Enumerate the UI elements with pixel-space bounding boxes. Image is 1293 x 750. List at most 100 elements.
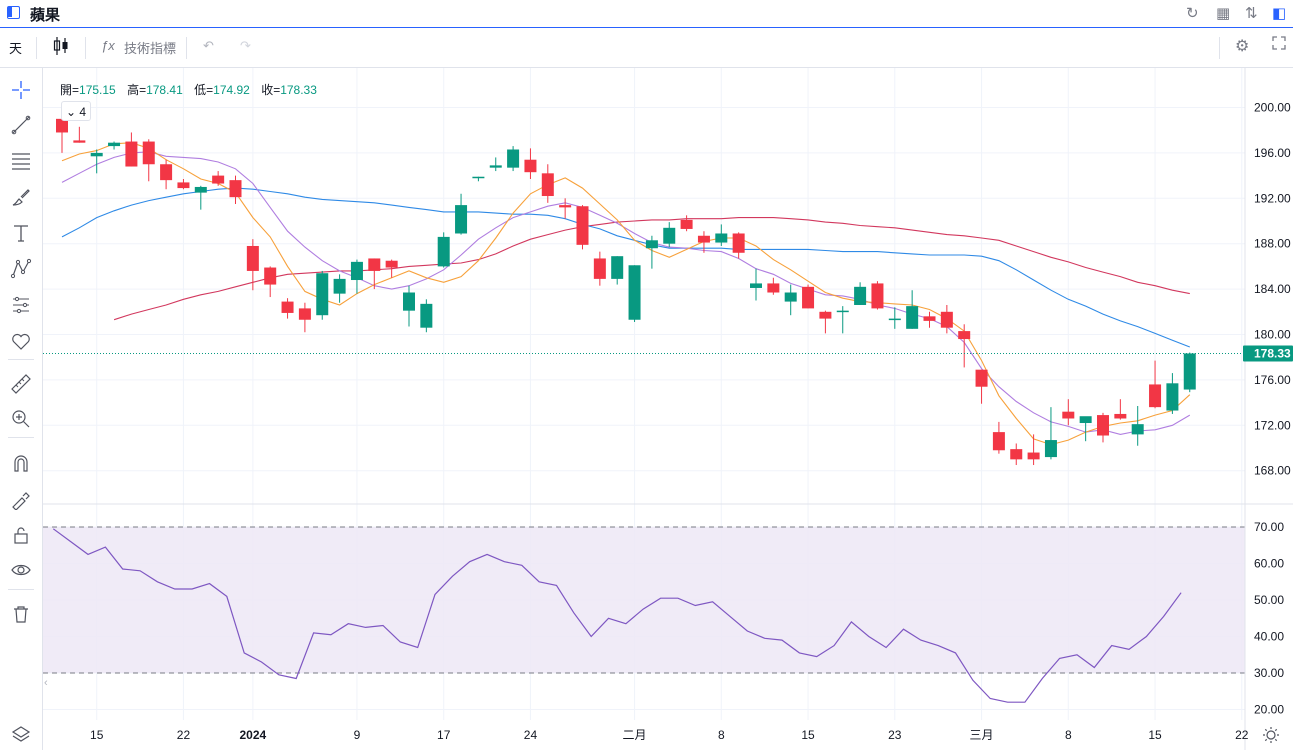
candle: [888, 307, 901, 329]
candle-body: [1079, 416, 1092, 424]
candle: [1079, 416, 1092, 442]
candle-body: [524, 159, 537, 173]
candle: [767, 277, 780, 295]
toolbar-divider: [1219, 37, 1220, 59]
candle: [350, 259, 363, 294]
candle-body: [888, 318, 901, 321]
candle: [1114, 399, 1127, 420]
settings-sun-icon[interactable]: [1263, 727, 1279, 743]
candlestick-type-icon[interactable]: [52, 35, 70, 60]
trash-icon[interactable]: [10, 603, 32, 625]
toolbar-divider: [8, 437, 34, 438]
candle-body: [628, 265, 641, 320]
eye-icon[interactable]: [10, 559, 32, 581]
candle: [1131, 406, 1144, 446]
panel-toggle-icon[interactable]: ◧: [1272, 5, 1287, 22]
interval-button[interactable]: 天: [9, 41, 23, 56]
time-tick-label: 8: [1065, 728, 1072, 742]
close-label: 收=: [261, 83, 281, 97]
title-bar: 蘋果 ↻ ▦ ⇅ ◧: [0, 0, 1293, 28]
candle: [368, 258, 381, 290]
candle: [940, 304, 953, 334]
time-tick-label: 24: [524, 728, 538, 742]
candle-body: [125, 141, 138, 167]
zoom-icon[interactable]: [10, 408, 32, 430]
fib-icon[interactable]: [10, 150, 32, 172]
toolbar-divider: [8, 359, 34, 360]
price-tick-label: 176.00: [1254, 373, 1291, 387]
candle-body: [576, 206, 589, 245]
pattern-icon[interactable]: [10, 258, 32, 280]
candle: [663, 222, 676, 248]
candle: [645, 235, 658, 269]
fullscreen-icon[interactable]: [1272, 36, 1286, 53]
candle: [298, 302, 311, 333]
candle: [1062, 399, 1075, 426]
app-logo-icon: [7, 6, 20, 19]
candle: [489, 157, 502, 172]
text-icon[interactable]: [10, 222, 32, 244]
price-tick-label: 172.00: [1254, 418, 1291, 432]
magnet-icon[interactable]: [10, 452, 32, 474]
candle: [784, 284, 797, 316]
low-value: 174.92: [213, 83, 250, 97]
last-price-label: 178.33: [1254, 346, 1291, 360]
candle: [385, 259, 398, 278]
compare-arrows-icon[interactable]: ⇅: [1245, 5, 1258, 22]
ohlc-legend: 開=175.15 高=178.41 低=174.92 收=178.33: [60, 81, 325, 98]
candle-body: [56, 118, 68, 133]
settings-gear-icon[interactable]: ⚙: [1235, 38, 1250, 55]
candle: [628, 265, 641, 323]
candle-body: [212, 175, 225, 184]
indicator-legend-toggle[interactable]: ⌄ 4: [61, 101, 91, 121]
candle-body: [1183, 353, 1196, 390]
indicators-icon[interactable]: ƒx: [101, 38, 115, 53]
candle-body: [108, 142, 121, 147]
lock-icon[interactable]: [10, 524, 32, 546]
candle-body: [1044, 440, 1057, 458]
candle-body: [992, 432, 1005, 451]
redo-icon[interactable]: ↷: [240, 38, 251, 53]
measure-icon[interactable]: [10, 294, 32, 316]
refresh-icon[interactable]: ↻: [1186, 5, 1199, 22]
ruler-icon[interactable]: [10, 373, 32, 395]
candle: [507, 146, 520, 172]
candle: [264, 266, 277, 298]
candle-body: [750, 283, 762, 288]
candle: [281, 298, 294, 319]
candle: [1044, 407, 1057, 460]
candle-body: [784, 292, 797, 302]
candle-body: [975, 369, 988, 387]
layout-grid-icon[interactable]: ▦: [1216, 5, 1231, 22]
trendline-icon[interactable]: [10, 114, 32, 136]
candle: [593, 251, 606, 286]
brush-icon[interactable]: [10, 186, 32, 208]
favorite-icon[interactable]: [10, 330, 32, 352]
undo-icon[interactable]: ↶: [203, 38, 214, 53]
candle-body: [819, 311, 832, 319]
candle-body: [923, 316, 936, 321]
rsi-tick-label: 60.00: [1254, 557, 1284, 571]
candle: [750, 268, 762, 301]
layers-icon[interactable]: [10, 723, 32, 745]
indicators-button[interactable]: 技術指標: [124, 41, 177, 56]
candle: [1097, 412, 1109, 443]
candle-body: [854, 286, 867, 305]
rsi-line: [52, 528, 1182, 703]
candle-body: [1131, 424, 1144, 435]
candle-body: [142, 141, 155, 165]
time-tick-label: 17: [437, 728, 451, 742]
candle-body: [663, 227, 676, 244]
candle: [455, 193, 468, 235]
candle-body: [333, 278, 346, 294]
candle-body: [177, 182, 190, 189]
candle: [680, 215, 693, 232]
crosshair-icon[interactable]: [10, 79, 32, 101]
candle-body: [90, 152, 103, 157]
candle: [194, 185, 207, 210]
lock-drawing-icon[interactable]: [10, 488, 32, 511]
candle: [975, 369, 988, 404]
high-value: 178.41: [146, 83, 183, 97]
time-axis-labels: 15 22 2024 9 17 24 二月 8 15 23 三月 8 15 22: [90, 728, 1249, 742]
